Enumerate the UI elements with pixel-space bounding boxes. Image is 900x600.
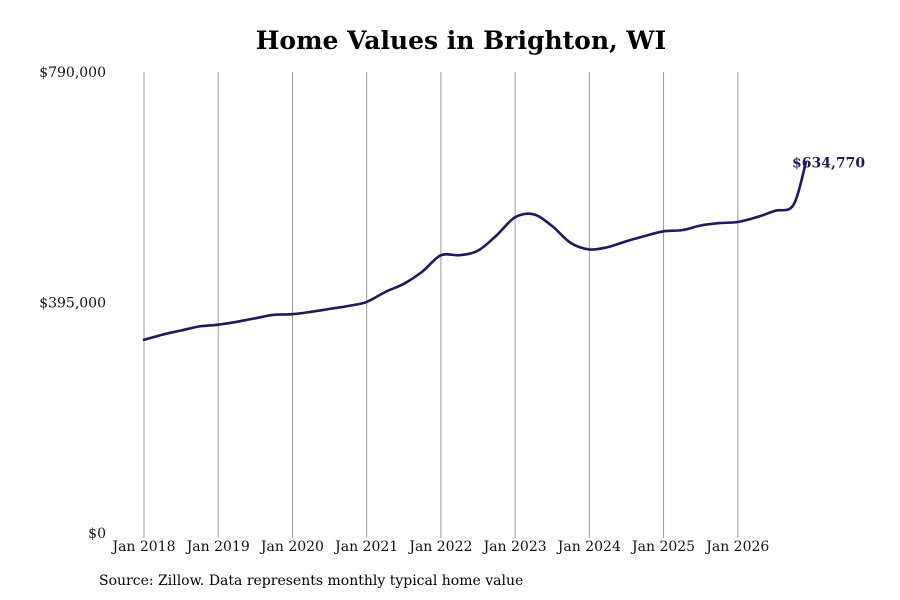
y-tick-label: $790,000 xyxy=(39,65,106,81)
x-tick-label: Jan 2025 xyxy=(630,539,695,555)
x-tick-label: Jan 2026 xyxy=(704,539,769,555)
home-value-line xyxy=(142,161,808,342)
x-tick-label: Jan 2023 xyxy=(482,539,547,555)
x-tick-label: Jan 2018 xyxy=(110,539,175,555)
y-tick-label: $0 xyxy=(88,526,106,542)
chart-title: Home Values in Brighton, WI xyxy=(255,26,667,55)
y-axis-ticks: $0 $395,000 $790,000 xyxy=(39,65,106,542)
end-value-label-group: $634,770 xyxy=(792,156,865,172)
x-tick-label: Jan 2019 xyxy=(185,539,250,555)
x-tick-label: Jan 2020 xyxy=(259,539,324,555)
source-note: Source: Zillow. Data represents monthly … xyxy=(99,573,524,589)
x-tick-label: Jan 2022 xyxy=(407,539,472,555)
series xyxy=(142,161,808,342)
end-value-label: $634,770 xyxy=(792,156,865,172)
x-tick-label: Jan 2021 xyxy=(333,539,398,555)
y-tick-label: $395,000 xyxy=(39,296,106,312)
x-axis-ticks: Jan 2018 Jan 2019 Jan 2020 Jan 2021 Jan 2022… xyxy=(110,539,769,555)
x-tick-label: Jan 2024 xyxy=(556,539,621,555)
gridlines xyxy=(143,72,739,538)
